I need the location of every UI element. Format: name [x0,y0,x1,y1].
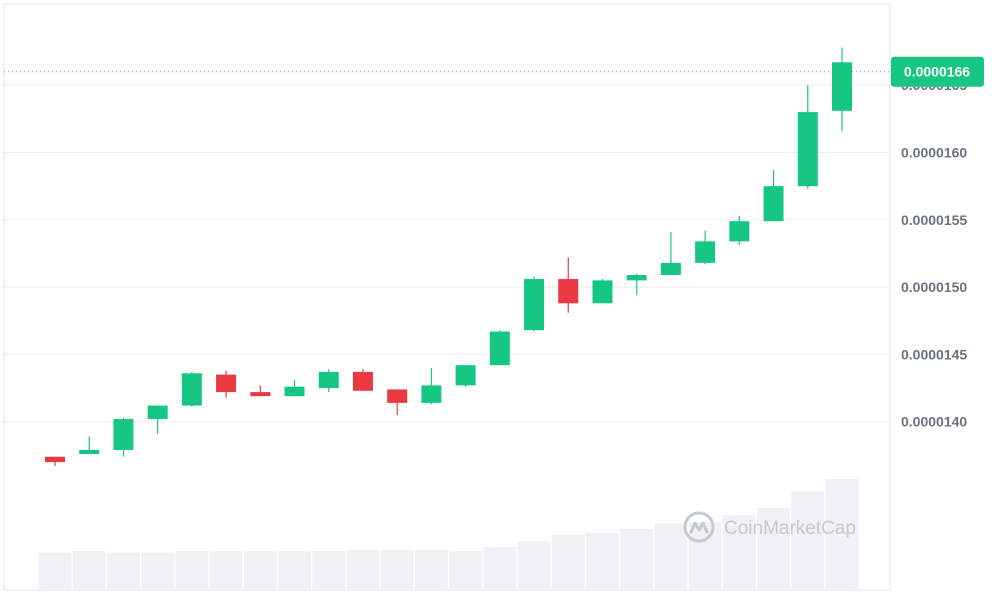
volume-bar [278,551,312,590]
grid-lines [4,84,890,423]
candle-body [455,365,476,386]
coinmarketcap-logo-icon [683,511,715,543]
candle-body [421,385,442,403]
candle-up [489,330,510,366]
volume-bar [483,546,517,590]
volume-bar [757,508,791,590]
candle-body [113,419,134,450]
candle-down [387,389,408,415]
candle-up [695,230,716,265]
candle-body [147,405,168,420]
volume-bar [380,549,414,590]
candle-body [729,221,750,242]
candle-up [318,369,339,393]
candle-body [352,371,373,391]
candle-body [695,241,716,263]
candle-body [181,373,202,406]
candle-up [147,405,168,434]
candles [45,47,852,467]
candle-up [626,273,647,296]
candle-body [832,62,852,111]
candle-body [592,280,613,304]
volume-bar [688,522,722,590]
volume-bar [517,541,551,590]
candle-up [181,371,202,407]
candle-body [79,450,100,455]
candle-body [524,279,545,331]
volume-bar [106,552,140,590]
candle-up [832,47,852,131]
y-tick-label: 0.0000140 [901,414,967,430]
y-tick-label: 0.0000145 [901,346,967,362]
y-tick-label: 0.0000160 [901,145,967,161]
watermark-text: CoinMarketCap [724,518,856,539]
candle-body [387,389,408,403]
watermark: CoinMarketCap [683,511,856,543]
volume-bar [620,528,654,590]
candle-down [250,385,271,397]
current-price-label: 0.0000166 [904,64,970,80]
candle-body [318,371,339,389]
volume-bar [243,551,277,590]
candle-up [113,417,134,457]
candle-body [216,374,237,393]
volume-bar [141,552,175,590]
candle-down [352,369,373,391]
candle-up [284,380,305,397]
candle-up [592,279,613,304]
candle-up [524,276,545,332]
volume-bar [722,515,756,590]
candle-body [489,331,510,366]
candle-body [660,262,681,275]
candle-up [797,85,818,189]
candle-up [660,231,681,275]
candle-up [729,215,750,246]
volume-bar [38,552,72,590]
plot-frame [3,3,891,591]
candle-down [216,370,237,398]
volume-bar [209,551,243,590]
candle-up [79,436,100,455]
volume-bar [72,551,106,590]
volume-bar [654,523,688,590]
candle-body [763,186,784,222]
candle-up [421,367,442,405]
y-tick-label: 0.0000155 [901,212,967,228]
volume-bar [346,549,380,590]
candle-down [558,257,579,313]
candle-up [455,365,476,387]
candle-body [797,112,818,187]
volume-bar [449,551,483,590]
candle-body [558,279,579,304]
current-price-badge: 0.0000166 [891,56,984,87]
candle-down [45,456,65,467]
candle-body [626,275,647,281]
candle-body [284,386,305,397]
volume-bar [791,491,825,590]
volume-bars [38,479,859,590]
volume-bar [825,479,859,590]
y-tick-label: 0.0000150 [901,279,967,295]
volume-bar [312,551,346,590]
candle-body [45,456,65,463]
candle-up [763,170,784,222]
current-price-badge-bg [891,56,984,87]
y-axis: 0.0000140 0.0000145 0.0000150 0.0000155 0.00… [901,77,967,430]
volume-bar [551,534,585,590]
volume-bar [414,549,448,590]
volume-bar [175,551,209,590]
volume-bar [585,533,619,590]
candle-body [250,392,271,397]
